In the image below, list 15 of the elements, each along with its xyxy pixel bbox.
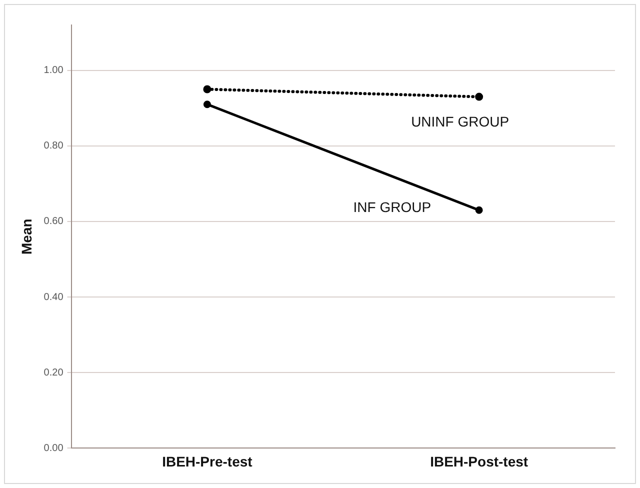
series-label: UNINF GROUP [411, 114, 510, 130]
x-tick-label: IBEH-Pre-test [162, 453, 253, 470]
point [203, 100, 211, 108]
point [475, 92, 484, 101]
point [203, 85, 212, 94]
y-tick-label: 1.00 [44, 65, 64, 76]
series-label: INF GROUP [353, 199, 432, 216]
y-tick-label: 0.60 [44, 216, 64, 228]
y-tick-label: 0.40 [44, 292, 64, 303]
y-axis-title: Mean [18, 218, 34, 254]
point [475, 206, 483, 214]
y-tick-label: 0.80 [44, 140, 64, 152]
x-tick-label: IBEH-Post-test [430, 453, 528, 470]
y-tick-label: 0.00 [44, 442, 64, 454]
y-tick-label: 0.20 [44, 367, 64, 378]
